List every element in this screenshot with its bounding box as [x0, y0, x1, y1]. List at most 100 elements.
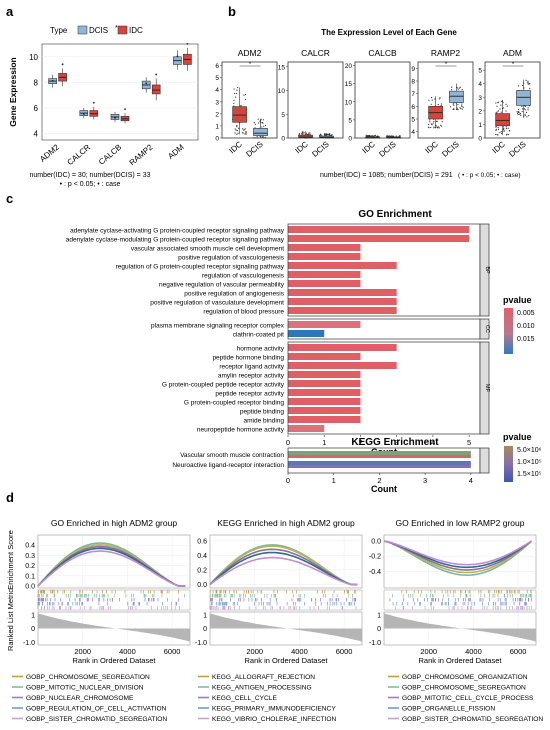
go-bar — [288, 253, 361, 260]
y-tick-label: 15 — [278, 64, 286, 71]
x-tick-label: 6000 — [164, 647, 181, 656]
go-term-label: G protein-coupled receptor binding — [184, 400, 284, 407]
jitter-point — [461, 105, 463, 107]
jitter-point — [527, 107, 529, 109]
y-tick-label: -0.4 — [369, 569, 381, 576]
y-tick-label: 5 — [281, 112, 285, 119]
box-idc — [495, 113, 510, 127]
x-tick-label: DCIS — [244, 140, 264, 159]
jitter-point — [528, 115, 530, 117]
jitter-point — [245, 131, 247, 133]
jitter-point — [527, 80, 529, 82]
legend-label: GOBP_ORGANELLE_FISSION — [402, 706, 495, 713]
x-tick-label: 2000 — [74, 647, 91, 656]
x-tick-label: CALCB — [97, 143, 123, 167]
jitter-point — [235, 92, 238, 95]
legend-label: KEGG_CELL_CYCLE — [212, 695, 277, 702]
jitter-point — [240, 105, 242, 107]
legend-label: GOBP_MITOTIC_NUCLEAR_DIVISION — [26, 685, 144, 692]
x-tick-label: IDC — [424, 139, 441, 155]
legend-label: IDC — [129, 26, 143, 35]
jitter-point — [236, 124, 238, 127]
jitter-point — [305, 132, 308, 134]
kegg-bar — [288, 465, 471, 468]
jitter-point — [233, 102, 235, 105]
legend-title: pvalue — [503, 432, 532, 442]
y-tick-label: 15 — [345, 81, 353, 88]
x-tick-label: DCIS — [377, 140, 397, 159]
jitter-point — [505, 110, 507, 112]
jitter-point — [517, 112, 519, 114]
box-dcis — [516, 90, 531, 106]
jitter-point — [253, 122, 255, 124]
jitter-point — [432, 122, 434, 124]
jitter-point — [503, 107, 505, 109]
x-tick-label: 4 — [469, 476, 473, 485]
x-tick-label: 6000 — [336, 647, 353, 656]
jitter-point — [497, 101, 499, 104]
jitter-point — [504, 130, 506, 132]
jitter-point — [301, 133, 303, 136]
sig-marker: * — [512, 62, 515, 68]
go-bar — [288, 262, 397, 269]
go-term-label: amide binding — [244, 418, 285, 425]
jitter-point — [459, 86, 461, 88]
jitter-point — [302, 131, 304, 133]
jitter-point — [254, 123, 256, 125]
jitter-point — [308, 132, 310, 134]
jitter-point — [500, 130, 502, 133]
jitter-point — [236, 89, 238, 91]
outlier-point — [124, 108, 126, 111]
jitter-point — [526, 116, 528, 118]
es-curve — [383, 540, 532, 569]
jitter-point — [262, 122, 264, 124]
jitter-point — [438, 127, 440, 129]
y-tick-label: 10 — [345, 99, 353, 106]
jitter-point — [517, 85, 520, 87]
y-tick-label: 0.0 — [197, 582, 207, 589]
jitter-point — [436, 127, 439, 129]
jitter-point — [258, 122, 260, 124]
jitter-point — [503, 127, 505, 129]
jitter-point — [302, 133, 304, 135]
jitter-point — [233, 92, 236, 95]
jitter-point — [497, 134, 499, 136]
y-tick-label: 4 — [215, 87, 219, 94]
jitter-point — [264, 136, 266, 139]
jitter-point — [506, 133, 508, 135]
panel-label-b: b — [228, 4, 236, 19]
jitter-point — [505, 128, 507, 130]
go-term-label: regulation of vasculogenesis — [202, 273, 285, 280]
jitter-point — [429, 119, 431, 121]
jitter-point — [505, 103, 507, 105]
y-tick-label: 0 — [281, 136, 285, 143]
jitter-point — [328, 134, 330, 136]
box-dcis — [449, 90, 464, 103]
y-tick-label: 0 — [377, 626, 381, 633]
group-label: MF — [484, 384, 490, 393]
gsea-title: GO Enriched in low RAMP2 group — [396, 518, 525, 528]
go-bar — [288, 353, 361, 360]
group-strip — [479, 223, 490, 317]
y-tick-label: 4 — [411, 129, 415, 136]
go-bar — [288, 244, 361, 251]
x-tick-label: 4000 — [291, 647, 308, 656]
go-term-label: receptor ligand activity — [219, 364, 284, 371]
jitter-point — [497, 110, 500, 112]
jitter-point — [374, 134, 376, 136]
x-tick-label: 1 — [322, 438, 326, 447]
jitter-point — [237, 86, 239, 89]
jitter-point — [508, 130, 511, 132]
jitter-point — [452, 103, 454, 105]
jitter-point — [459, 107, 461, 109]
jitter-point — [451, 86, 453, 88]
panel-b: The Expression Level of Each GeneADM2012… — [215, 28, 541, 179]
jitter-point — [503, 129, 505, 131]
jitter-point — [261, 136, 263, 138]
outlier-point — [155, 73, 158, 76]
jitter-point — [329, 134, 331, 137]
jitter-point — [235, 129, 237, 131]
y-tick-label: 10 — [29, 53, 38, 62]
x-tick-label: 6000 — [510, 647, 527, 656]
jitter-point — [257, 137, 259, 139]
